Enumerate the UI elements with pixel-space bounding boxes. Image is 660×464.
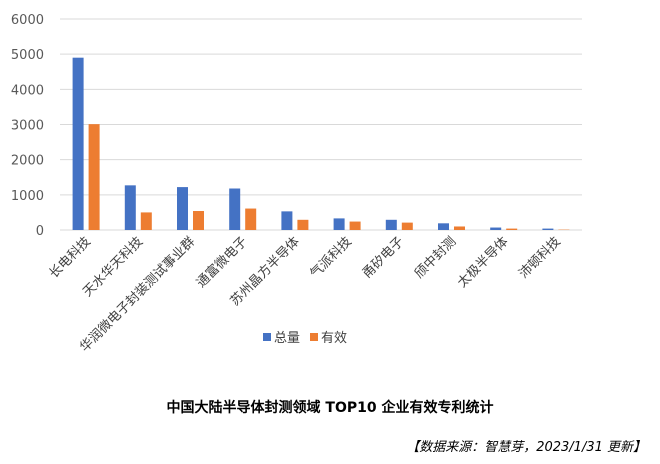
bar-valid <box>506 228 518 230</box>
x-tick-label: 沛顿科技 <box>516 234 563 281</box>
bar-total <box>385 219 397 230</box>
bar-total <box>177 187 188 230</box>
y-tick-label: 2000 <box>11 154 44 169</box>
legend-label: 有效 <box>321 331 347 346</box>
gridlines <box>60 18 582 231</box>
y-tick-label: 3000 <box>11 119 44 134</box>
bar-total <box>124 185 136 230</box>
bar-valid <box>140 212 152 230</box>
bar-total <box>333 218 345 230</box>
bar-valid <box>245 208 257 230</box>
bar-total <box>281 211 293 230</box>
bar-valid <box>349 221 361 230</box>
bar-valid <box>193 211 204 230</box>
y-tick-label: 1000 <box>11 189 44 204</box>
legend-label: 总量 <box>274 331 300 346</box>
bar-valid <box>297 219 309 230</box>
bar-total <box>72 57 84 230</box>
x-tick-label: 气派科技 <box>307 234 355 282</box>
x-tick-label: 颀中封测 <box>412 234 459 281</box>
bar-total <box>490 227 502 230</box>
y-axis: 0 1000 2000 3000 4000 5000 6000 <box>11 13 44 239</box>
bars <box>72 57 570 230</box>
y-tick-label: 5000 <box>11 48 44 63</box>
x-tick-label: 长电科技 <box>47 234 94 281</box>
bar-total <box>438 223 449 230</box>
legend-swatch <box>263 333 271 341</box>
x-tick-label: 太极半导体 <box>455 234 512 291</box>
x-tick-label: 通富微电子 <box>193 234 250 291</box>
y-tick-label: 4000 <box>11 83 44 98</box>
bar-valid <box>88 124 100 230</box>
bar-total <box>542 228 554 230</box>
x-tick-label: 甬矽电子 <box>360 234 407 281</box>
legend-swatch <box>310 333 318 341</box>
bar-valid <box>454 226 465 230</box>
y-tick-label: 6000 <box>11 13 44 28</box>
data-source-note: 【数据来源：智慧芽，2023/1/31 更新】 <box>406 440 646 455</box>
legend: 总量 有效 <box>263 331 347 346</box>
chart-title: 中国大陆半导体封测领域 TOP10 企业有效专利统计 <box>166 400 494 416</box>
bar-total <box>229 188 241 230</box>
y-tick-label: 0 <box>36 224 44 239</box>
bar-valid <box>401 222 413 230</box>
